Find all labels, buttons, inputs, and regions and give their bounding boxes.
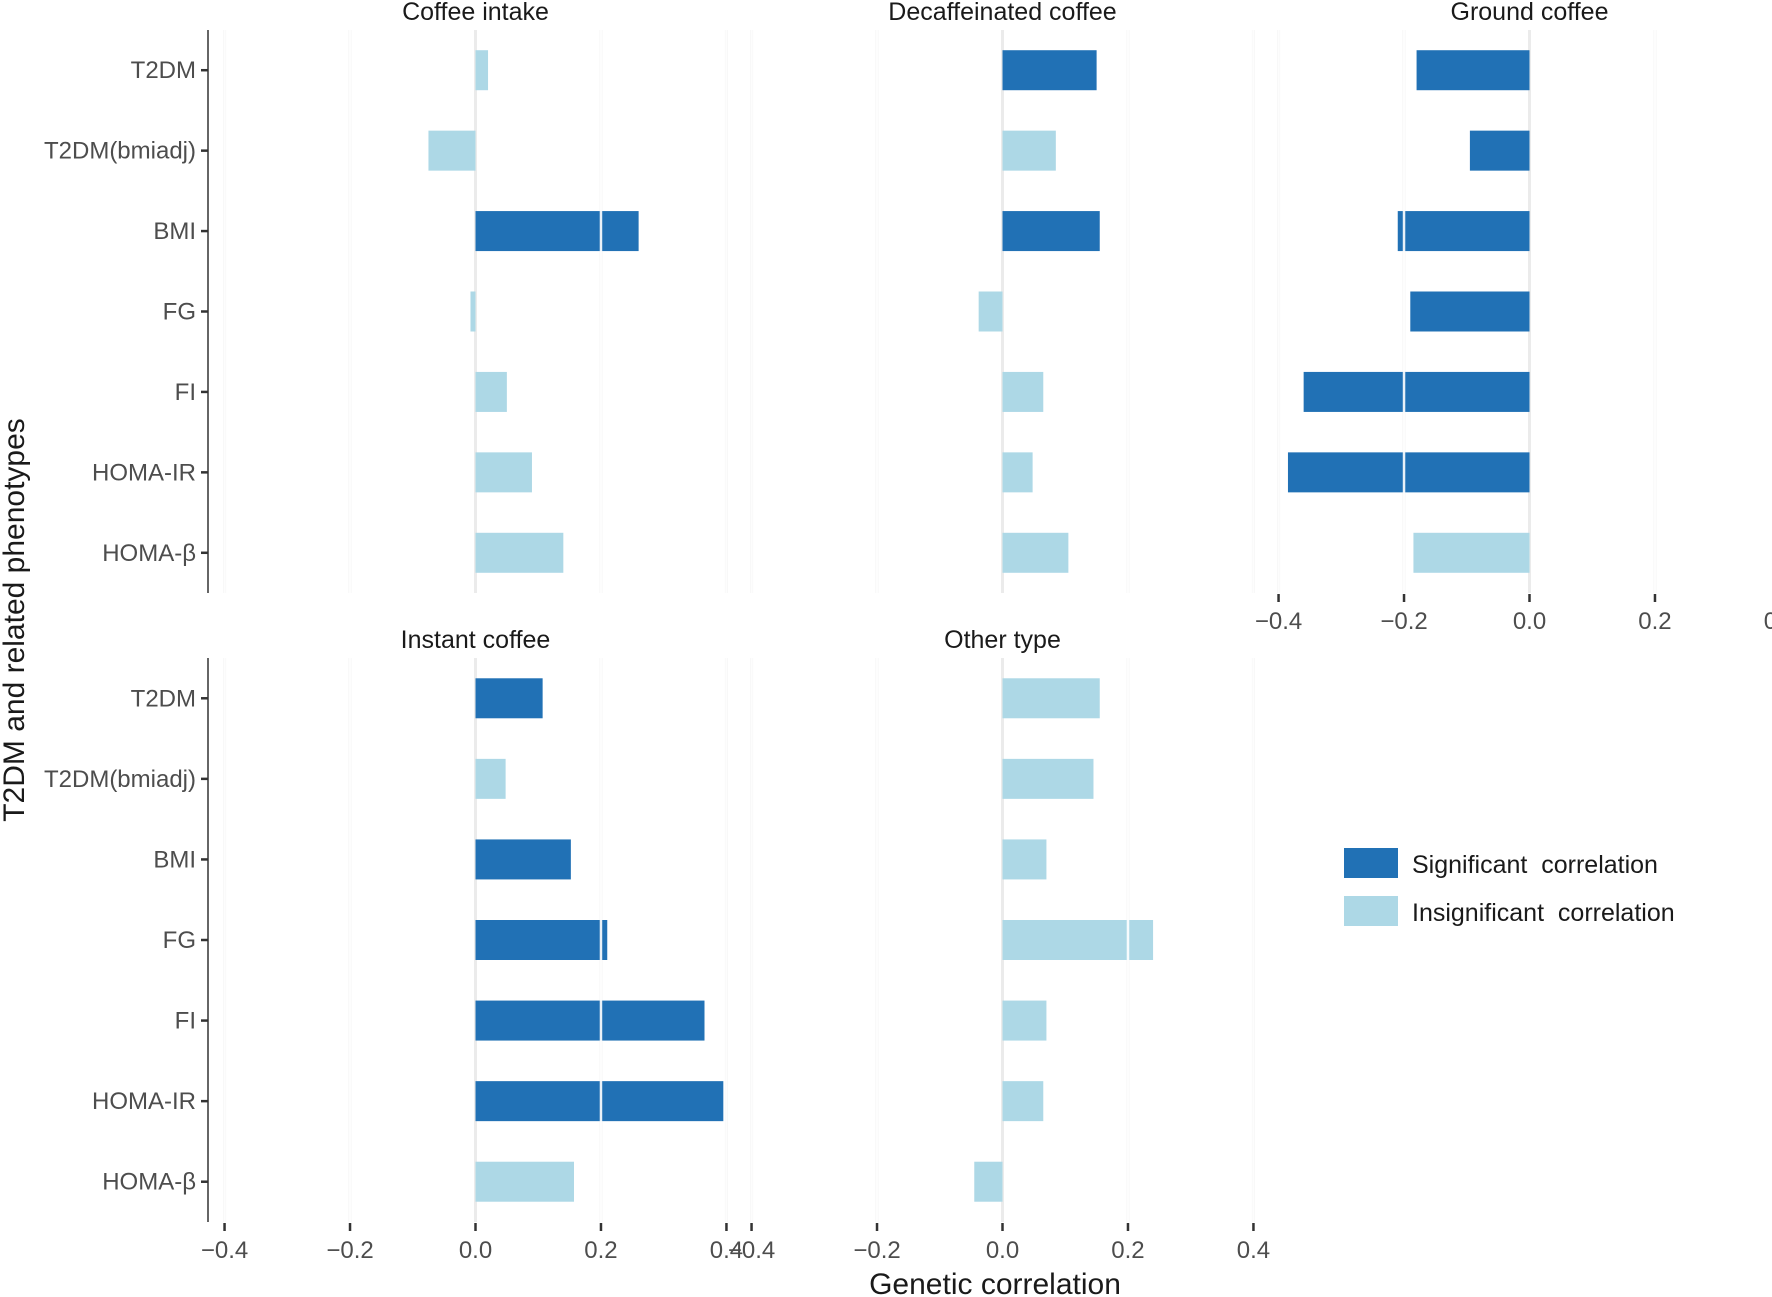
bar <box>1303 371 1530 412</box>
bar <box>1002 211 1100 252</box>
legend: Significant correlation Insignificant co… <box>1344 848 1675 927</box>
x-tick-label: 0.4 <box>710 1237 743 1264</box>
bar <box>1002 532 1069 573</box>
bar <box>1287 452 1530 493</box>
y-tick-label: HOMA-IR <box>92 459 196 486</box>
bar <box>1002 452 1033 493</box>
x-tick-label: 0.2 <box>584 1237 617 1264</box>
bar <box>428 130 476 171</box>
legend-label-insignificant: Insignificant correlation <box>1412 899 1675 927</box>
bar <box>475 839 571 880</box>
y-tick-label: HOMA-IR <box>92 1088 196 1115</box>
y-tick-label: T2DM(bmiadj) <box>44 766 196 793</box>
bar <box>974 1161 1003 1202</box>
x-tick-label: 0.2 <box>1111 1237 1144 1264</box>
bar <box>475 1000 705 1041</box>
legend-key-insignificant <box>1344 896 1398 926</box>
bar <box>475 371 507 412</box>
bar <box>1002 758 1094 799</box>
y-tick-label: FG <box>163 299 196 326</box>
panel-title: Decaffeinated coffee <box>888 0 1116 26</box>
bar <box>1469 130 1530 171</box>
bar <box>475 452 532 493</box>
bar <box>475 758 506 799</box>
panel-title: Other type <box>944 626 1061 654</box>
y-tick-label: FG <box>163 927 196 954</box>
bar <box>1397 211 1530 252</box>
bar <box>1002 130 1056 171</box>
bar <box>475 1081 724 1122</box>
bar <box>1413 532 1530 573</box>
x-tick-label: 0.0 <box>1513 608 1546 635</box>
bar <box>1002 920 1154 960</box>
bar <box>1002 839 1047 880</box>
x-tick-label: 0.0 <box>459 1237 492 1264</box>
panel-title: Instant coffee <box>401 626 551 654</box>
legend-key-significant <box>1344 848 1398 878</box>
y-tick-label: HOMA-β <box>102 1169 196 1196</box>
x-tick-label: 0.0 <box>986 1237 1019 1264</box>
x-tick-label: 0.4 <box>1764 608 1772 635</box>
bar <box>1410 291 1530 332</box>
y-tick-label: BMI <box>153 846 196 873</box>
x-tick-label: 0.4 <box>1237 1237 1270 1264</box>
bar <box>475 50 489 91</box>
y-tick-label: T2DM <box>131 57 196 84</box>
bar <box>1002 1081 1044 1122</box>
legend-label-significant: Significant correlation <box>1412 851 1658 879</box>
y-tick-label: FI <box>175 379 196 406</box>
y-tick-label: T2DM <box>131 685 196 712</box>
panel-title: Coffee intake <box>402 0 549 26</box>
bar <box>475 1161 574 1202</box>
y-tick-label: BMI <box>153 218 196 245</box>
bar <box>1002 1000 1047 1041</box>
x-tick-label: −0.4 <box>201 1237 248 1264</box>
bar <box>475 211 639 252</box>
bar <box>1002 50 1097 91</box>
y-axis-title: T2DM and related phenotypes <box>0 418 31 822</box>
x-tick-label: −0.2 <box>853 1237 900 1264</box>
x-tick-label: 0.2 <box>1638 608 1671 635</box>
x-axis-title: Genetic correlation <box>869 1268 1121 1297</box>
x-tick-label: −0.2 <box>326 1237 373 1264</box>
y-tick-label: FI <box>175 1008 196 1035</box>
bar <box>1002 371 1044 412</box>
bar <box>475 532 564 573</box>
bar <box>470 291 476 332</box>
bar <box>475 920 608 960</box>
bar <box>1002 678 1100 719</box>
bar <box>978 291 1003 332</box>
y-tick-label: HOMA-β <box>102 540 196 567</box>
x-tick-label: −0.2 <box>1380 608 1427 635</box>
bar <box>1416 50 1530 91</box>
x-tick-label: −0.4 <box>728 1237 775 1264</box>
x-tick-label: −0.4 <box>1255 608 1302 635</box>
y-tick-label: T2DM(bmiadj) <box>44 138 196 165</box>
panel-title: Ground coffee <box>1451 0 1609 26</box>
bar <box>475 678 543 719</box>
